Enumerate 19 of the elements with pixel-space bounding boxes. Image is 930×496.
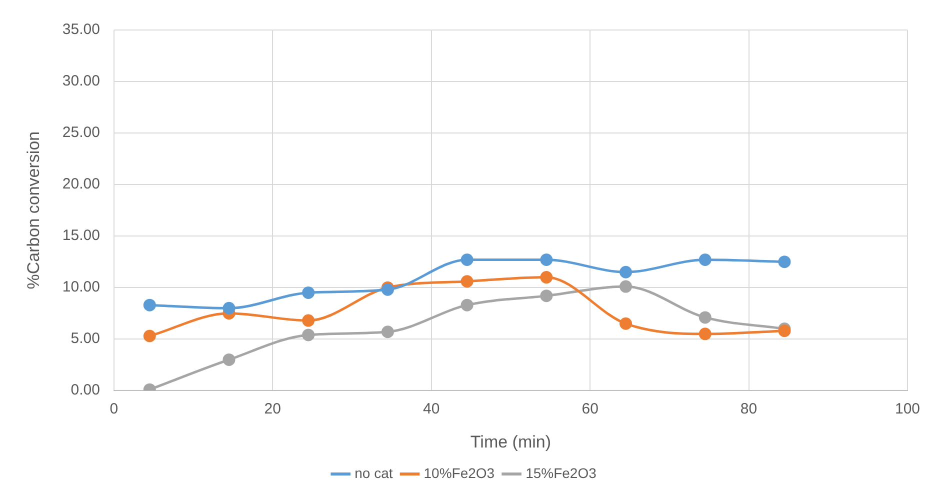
x-tick-label: 0 [110,400,118,418]
y-tick-label: 25.00 [62,124,100,142]
y-axis-title: %Carbon conversion [24,131,43,290]
y-tick-label: 35.00 [62,21,100,38]
legend-label: 15%Fe2O3 [526,464,597,481]
x-tick-label: 60 [582,400,598,418]
x-tick-label: 20 [264,400,281,418]
legend-label: 10%Fe2O3 [424,464,495,481]
y-tick-label: 30.00 [62,72,100,90]
y-tick-label: 0.00 [70,382,100,399]
x-axis-title: Time (min) [470,432,552,452]
x-tick-label: 40 [423,400,440,418]
y-tick-label: 10.00 [62,278,100,296]
y-tick-label: 5.00 [70,330,100,348]
legend-label: no cat [354,464,393,481]
x-tick-label: 100 [894,400,920,418]
y-tick-label: 20.00 [62,176,100,193]
x-tick-label: 80 [740,400,758,418]
y-tick-label: 15.00 [62,227,100,244]
